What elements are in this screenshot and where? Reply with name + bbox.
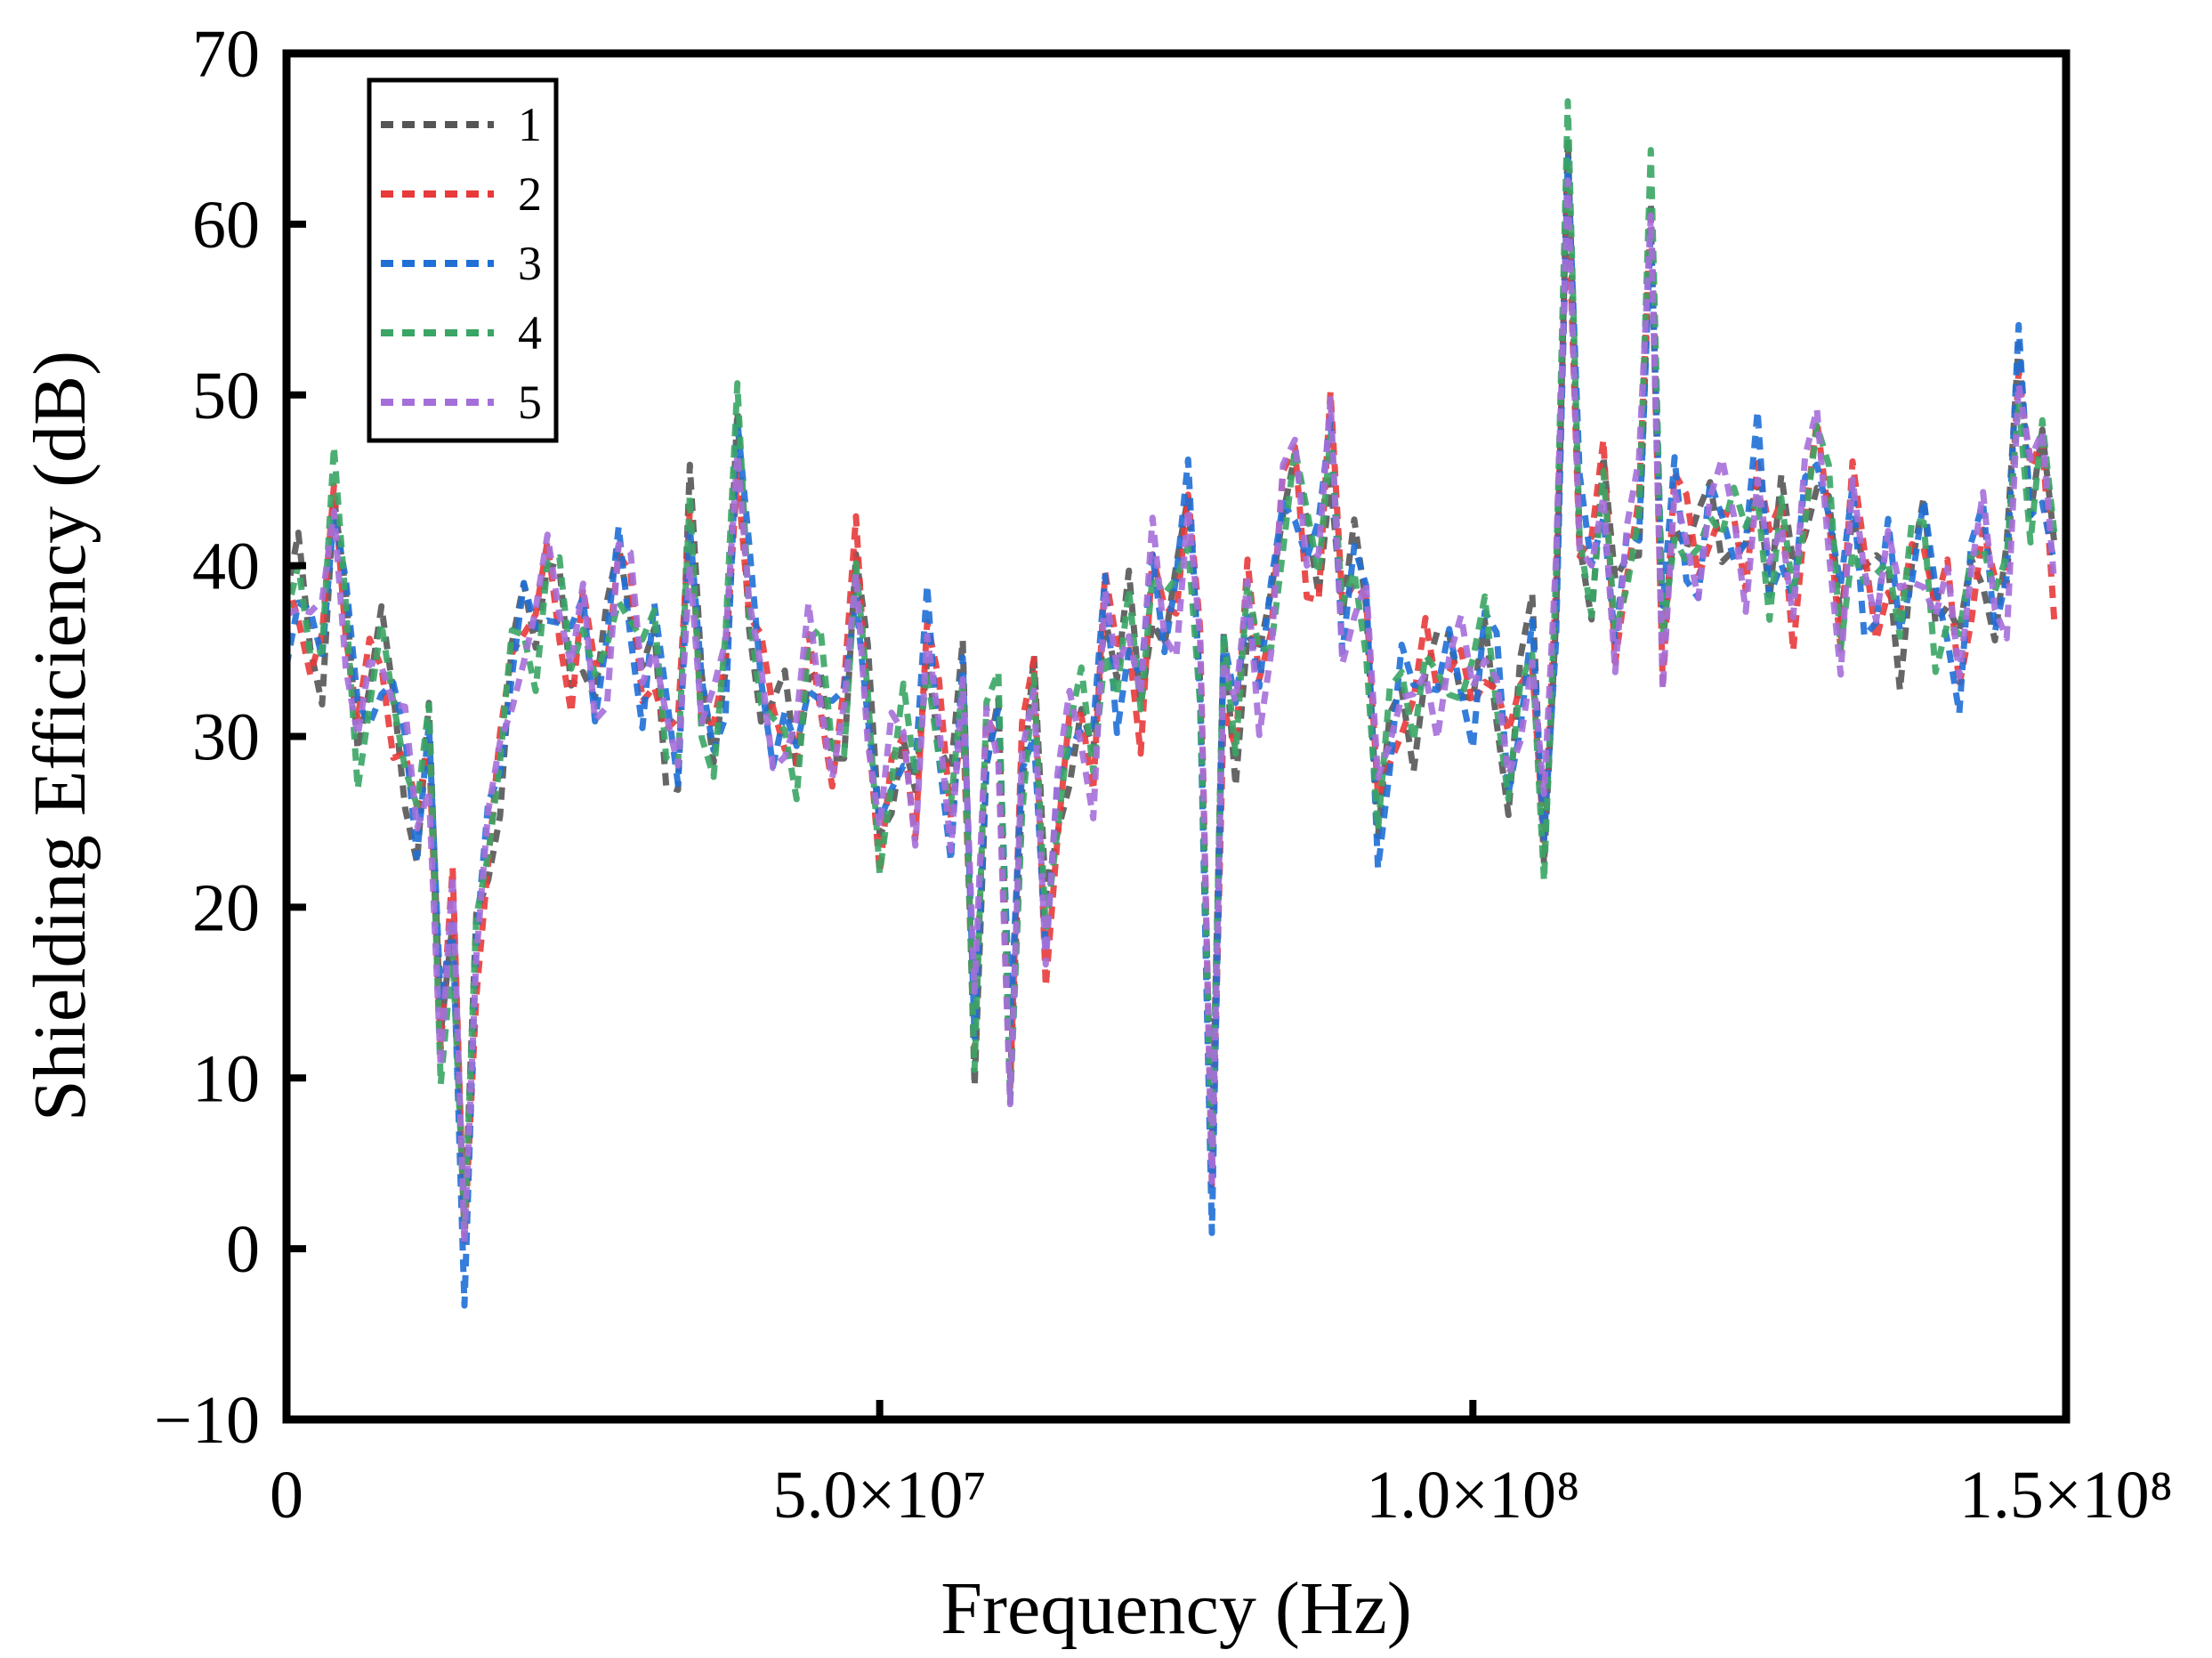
series-line-5 (285, 177, 2058, 1246)
y-axis: −10 0 10 20 30 40 50 60 70 (154, 17, 306, 1458)
y-tick-label: 40 (192, 530, 260, 604)
y-tick-label: −10 (154, 1383, 260, 1458)
legend-box (367, 77, 559, 443)
series-line-3 (283, 155, 2058, 1309)
y-axis-title: Shielding Efficiency (dB) (19, 351, 101, 1121)
series-line-1 (283, 135, 2058, 1226)
legend-label-5: 5 (518, 376, 542, 429)
y-tick-label: 20 (192, 870, 260, 945)
y-tick-label: 60 (192, 188, 260, 263)
legend-label-1: 1 (518, 98, 542, 151)
y-tick-label: 70 (192, 17, 260, 92)
x-tick-label: 1.5×10⁸ (1959, 1458, 2173, 1533)
legend-label-3: 3 (518, 237, 542, 290)
y-tick-label: 0 (226, 1212, 260, 1287)
x-axis-title: Frequency (Hz) (941, 1567, 1411, 1650)
legend: 1 2 3 4 5 (367, 77, 559, 443)
x-axis: 0 5.0×10⁷ 1.0×10⁸ 1.5×10⁸ (270, 1400, 2173, 1533)
series-line-4 (283, 98, 2058, 1231)
y-tick-label: 30 (192, 700, 260, 775)
legend-items: 1 2 3 4 5 (381, 98, 542, 429)
x-tick-label: 1.0×10⁸ (1366, 1458, 1579, 1533)
legend-label-4: 4 (518, 306, 542, 360)
legend-label-2: 2 (518, 167, 542, 221)
series-layer (283, 98, 2058, 1309)
y-tick-label: 10 (192, 1041, 260, 1116)
x-tick-label: 5.0×10⁷ (772, 1458, 986, 1533)
x-tick-label: 0 (270, 1458, 303, 1533)
y-tick-label: 50 (192, 359, 260, 433)
